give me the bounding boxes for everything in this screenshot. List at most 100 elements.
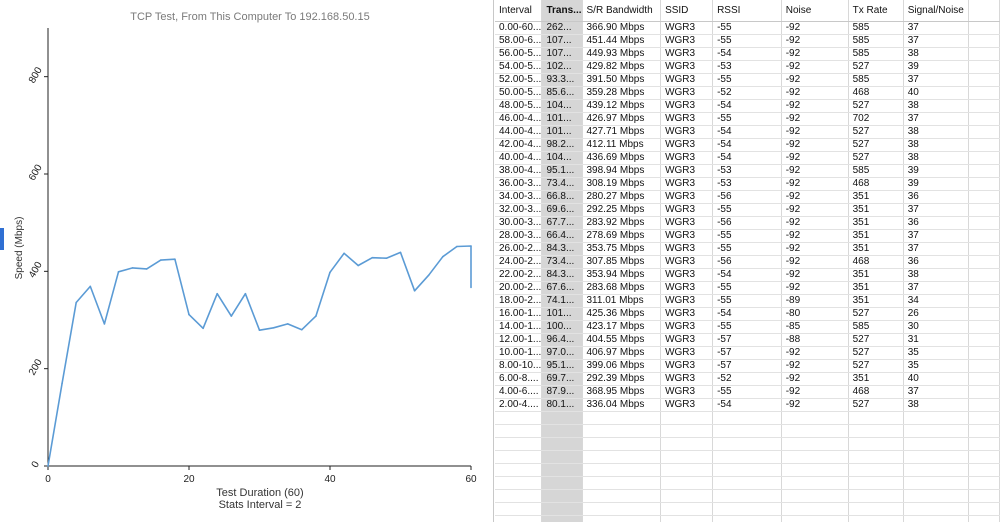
speed-data-point bbox=[427, 274, 430, 277]
cell-signal-noise: 38 bbox=[903, 125, 970, 139]
table-row[interactable]: 8.00-10... 95.1... 399.06 Mbps WGR3 -57 -92 52… bbox=[495, 359, 1000, 373]
empty-cell bbox=[903, 515, 970, 522]
cell-signal-noise: 37 bbox=[903, 203, 970, 217]
table-row[interactable]: 14.00-1... 100... 423.17 Mbps WGR3 -55 -85 585… bbox=[495, 320, 1000, 334]
cell-transfer: 262... bbox=[541, 21, 583, 35]
empty-cell bbox=[903, 502, 970, 516]
cell-ssid: WGR3 bbox=[660, 255, 714, 269]
table-row[interactable]: 38.00-4... 95.1... 398.94 Mbps WGR3 -53 -92 58… bbox=[495, 164, 1000, 178]
cell-tx-rate: 527 bbox=[848, 138, 904, 152]
cell-rssi: -52 bbox=[712, 372, 782, 386]
cell-transfer: 107... bbox=[541, 34, 583, 48]
table-row[interactable]: 24.00-2... 73.4... 307.85 Mbps WGR3 -56 -92 46… bbox=[495, 255, 1000, 269]
empty-cell bbox=[903, 463, 970, 477]
column-header-transfer[interactable]: Trans... bbox=[541, 0, 583, 22]
column-header-ssid[interactable]: SSID bbox=[660, 0, 714, 22]
table-row[interactable]: 48.00-5... 104... 439.12 Mbps WGR3 -54 -92 527… bbox=[495, 99, 1000, 113]
cell-tx-rate: 351 bbox=[848, 281, 904, 295]
column-header-interval[interactable]: Interval bbox=[495, 0, 543, 22]
cell-signal-noise: 38 bbox=[903, 151, 970, 165]
speed-data-point bbox=[117, 271, 120, 273]
cell-tx-rate: 351 bbox=[848, 294, 904, 308]
column-header-noise[interactable]: Noise bbox=[781, 0, 849, 22]
empty-cell bbox=[495, 515, 543, 522]
cell-noise: -92 bbox=[781, 125, 849, 139]
cell-rssi: -54 bbox=[712, 151, 782, 165]
cell-ssid: WGR3 bbox=[660, 112, 714, 126]
cell-rssi: -55 bbox=[712, 21, 782, 35]
cell-transfer: 69.7... bbox=[541, 372, 583, 386]
cell-ssid: WGR3 bbox=[660, 60, 714, 74]
cell-signal-noise: 36 bbox=[903, 255, 970, 269]
cell-transfer: 100... bbox=[541, 320, 583, 334]
cell-ssid: WGR3 bbox=[660, 73, 714, 87]
table-row[interactable]: 56.00-5... 107... 449.93 Mbps WGR3 -54 -92 585… bbox=[495, 47, 1000, 61]
table-row[interactable]: 18.00-2... 74.1... 311.01 Mbps WGR3 -55 -89 35… bbox=[495, 294, 1000, 308]
table-row[interactable]: 26.00-2... 84.3... 353.75 Mbps WGR3 -55 -92 35… bbox=[495, 242, 1000, 256]
table-row[interactable]: 52.00-5... 93.3... 391.50 Mbps WGR3 -55 -92 58… bbox=[495, 73, 1000, 87]
table-row[interactable]: 20.00-2... 67.6... 283.68 Mbps WGR3 -55 -92 35… bbox=[495, 281, 1000, 295]
column-header-tx-rate[interactable]: Tx Rate bbox=[848, 0, 904, 22]
cell-empty bbox=[968, 346, 1000, 360]
table-row[interactable]: 50.00-5... 85.6... 359.28 Mbps WGR3 -52 -92 46… bbox=[495, 86, 1000, 100]
table-row[interactable]: 28.00-3... 66.4... 278.69 Mbps WGR3 -55 -92 35… bbox=[495, 229, 1000, 243]
table-row[interactable]: 58.00-6... 107... 451.44 Mbps WGR3 -55 -92 585… bbox=[495, 34, 1000, 48]
cell-interval: 6.00-8.... bbox=[495, 372, 543, 386]
cell-signal-noise: 37 bbox=[903, 229, 970, 243]
table-row[interactable]: 22.00-2... 84.3... 353.94 Mbps WGR3 -54 -92 35… bbox=[495, 268, 1000, 282]
cell-interval: 0.00-60... bbox=[495, 21, 543, 35]
cell-bandwidth: 308.19 Mbps bbox=[582, 177, 662, 191]
cell-rssi: -54 bbox=[712, 125, 782, 139]
x-tick-label: 60 bbox=[465, 474, 477, 485]
speed-data-point bbox=[343, 252, 345, 255]
cell-empty bbox=[968, 151, 1000, 165]
cell-rssi: -52 bbox=[712, 86, 782, 100]
column-header-signal-noise[interactable]: Signal/Noise bbox=[903, 0, 970, 22]
cell-transfer: 85.6... bbox=[541, 86, 583, 100]
empty-cell bbox=[903, 489, 970, 503]
table-row[interactable]: 10.00-1... 97.0... 406.97 Mbps WGR3 -57 -92 52… bbox=[495, 346, 1000, 360]
cell-tx-rate: 585 bbox=[848, 320, 904, 334]
cell-bandwidth: 368.95 Mbps bbox=[582, 385, 662, 399]
column-header-bandwidth[interactable]: S/R Bandwidth bbox=[582, 0, 662, 22]
table-row[interactable]: 12.00-1... 96.4... 404.55 Mbps WGR3 -57 -88 52… bbox=[495, 333, 1000, 347]
table-row[interactable]: 46.00-4... 101... 426.97 Mbps WGR3 -55 -92 702… bbox=[495, 112, 1000, 126]
empty-cell bbox=[968, 489, 1000, 503]
empty-cell bbox=[968, 424, 1000, 438]
table-row[interactable]: 54.00-5... 102... 429.82 Mbps WGR3 -53 -92 527… bbox=[495, 60, 1000, 74]
cell-empty bbox=[968, 281, 1000, 295]
table-row[interactable]: 42.00-4... 98.2... 412.11 Mbps WGR3 -54 -92 52… bbox=[495, 138, 1000, 152]
speed-data-point bbox=[286, 323, 289, 325]
cell-empty bbox=[968, 125, 1000, 139]
cell-bandwidth: 366.90 Mbps bbox=[582, 21, 662, 35]
table-row[interactable]: 2.00-4.... 80.1... 336.04 Mbps WGR3 -54 -92 52… bbox=[495, 398, 1000, 412]
table-row[interactable]: 36.00-3... 73.4... 308.19 Mbps WGR3 -53 -92 46… bbox=[495, 177, 1000, 191]
cell-tx-rate: 585 bbox=[848, 21, 904, 35]
cell-empty bbox=[968, 47, 1000, 61]
cell-signal-noise: 38 bbox=[903, 138, 970, 152]
table-row[interactable]: 6.00-8.... 69.7... 292.39 Mbps WGR3 -52 -92 35… bbox=[495, 372, 1000, 386]
table-row[interactable]: 16.00-1... 101... 425.36 Mbps WGR3 -54 -80 527… bbox=[495, 307, 1000, 321]
table-row[interactable]: 30.00-3... 67.7... 283.92 Mbps WGR3 -56 -92 35… bbox=[495, 216, 1000, 230]
table-row[interactable]: 0.00-60... 262... 366.90 Mbps WGR3 -55 -92 585… bbox=[495, 21, 1000, 35]
table-row[interactable]: 32.00-3... 69.6... 292.25 Mbps WGR3 -55 -92 35… bbox=[495, 203, 1000, 217]
table-row[interactable]: 4.00-6.... 87.9... 368.95 Mbps WGR3 -55 -92 46… bbox=[495, 385, 1000, 399]
column-header-rssi[interactable]: RSSI bbox=[712, 0, 782, 22]
cell-empty bbox=[968, 190, 1000, 204]
cell-rssi: -55 bbox=[712, 294, 782, 308]
cell-tx-rate: 585 bbox=[848, 164, 904, 178]
cell-transfer: 84.3... bbox=[541, 268, 583, 282]
cell-noise: -92 bbox=[781, 99, 849, 113]
empty-cell bbox=[541, 463, 583, 477]
empty-cell bbox=[968, 502, 1000, 516]
cell-ssid: WGR3 bbox=[660, 34, 714, 48]
empty-cell bbox=[712, 463, 782, 477]
table-row[interactable]: 44.00-4... 101... 427.71 Mbps WGR3 -54 -92 527… bbox=[495, 125, 1000, 139]
cell-transfer: 102... bbox=[541, 60, 583, 74]
cell-interval: 26.00-2... bbox=[495, 242, 543, 256]
cell-empty bbox=[968, 177, 1000, 191]
table-row[interactable]: 34.00-3... 66.8... 280.27 Mbps WGR3 -56 -92 35… bbox=[495, 190, 1000, 204]
empty-cell bbox=[712, 515, 782, 522]
empty-cell bbox=[582, 515, 662, 522]
table-row[interactable]: 40.00-4... 104... 436.69 Mbps WGR3 -54 -92 527… bbox=[495, 151, 1000, 165]
